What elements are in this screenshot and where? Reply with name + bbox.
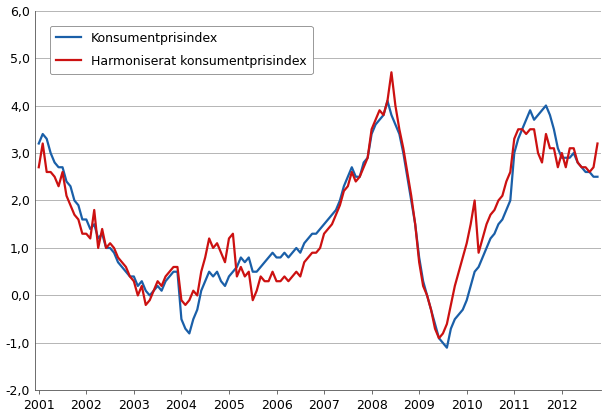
Harmoniserat konsumentprisindex [328,222,336,227]
Harmoniserat konsumentprisindex [305,255,312,260]
Konsumentprisindex [392,122,399,127]
Harmoniserat konsumentprisindex [392,103,399,108]
Legend: Konsumentprisindex, Harmoniserat konsumentprisindex: Konsumentprisindex, Harmoniserat konsume… [50,25,313,74]
Konsumentprisindex [538,108,546,113]
Line: Konsumentprisindex: Konsumentprisindex [39,101,597,348]
Harmoniserat konsumentprisindex [206,236,213,241]
Harmoniserat konsumentprisindex [35,165,42,170]
Konsumentprisindex [384,98,391,103]
Harmoniserat konsumentprisindex [538,160,546,165]
Harmoniserat konsumentprisindex [594,141,601,146]
Konsumentprisindex [206,269,213,274]
Konsumentprisindex [305,236,312,241]
Harmoniserat konsumentprisindex [388,70,395,75]
Konsumentprisindex [404,174,411,179]
Harmoniserat konsumentprisindex [435,336,443,341]
Konsumentprisindex [443,345,450,350]
Harmoniserat konsumentprisindex [404,169,411,174]
Konsumentprisindex [594,174,601,179]
Konsumentprisindex [328,212,336,217]
Konsumentprisindex [35,141,42,146]
Line: Harmoniserat konsumentprisindex: Harmoniserat konsumentprisindex [39,72,597,338]
